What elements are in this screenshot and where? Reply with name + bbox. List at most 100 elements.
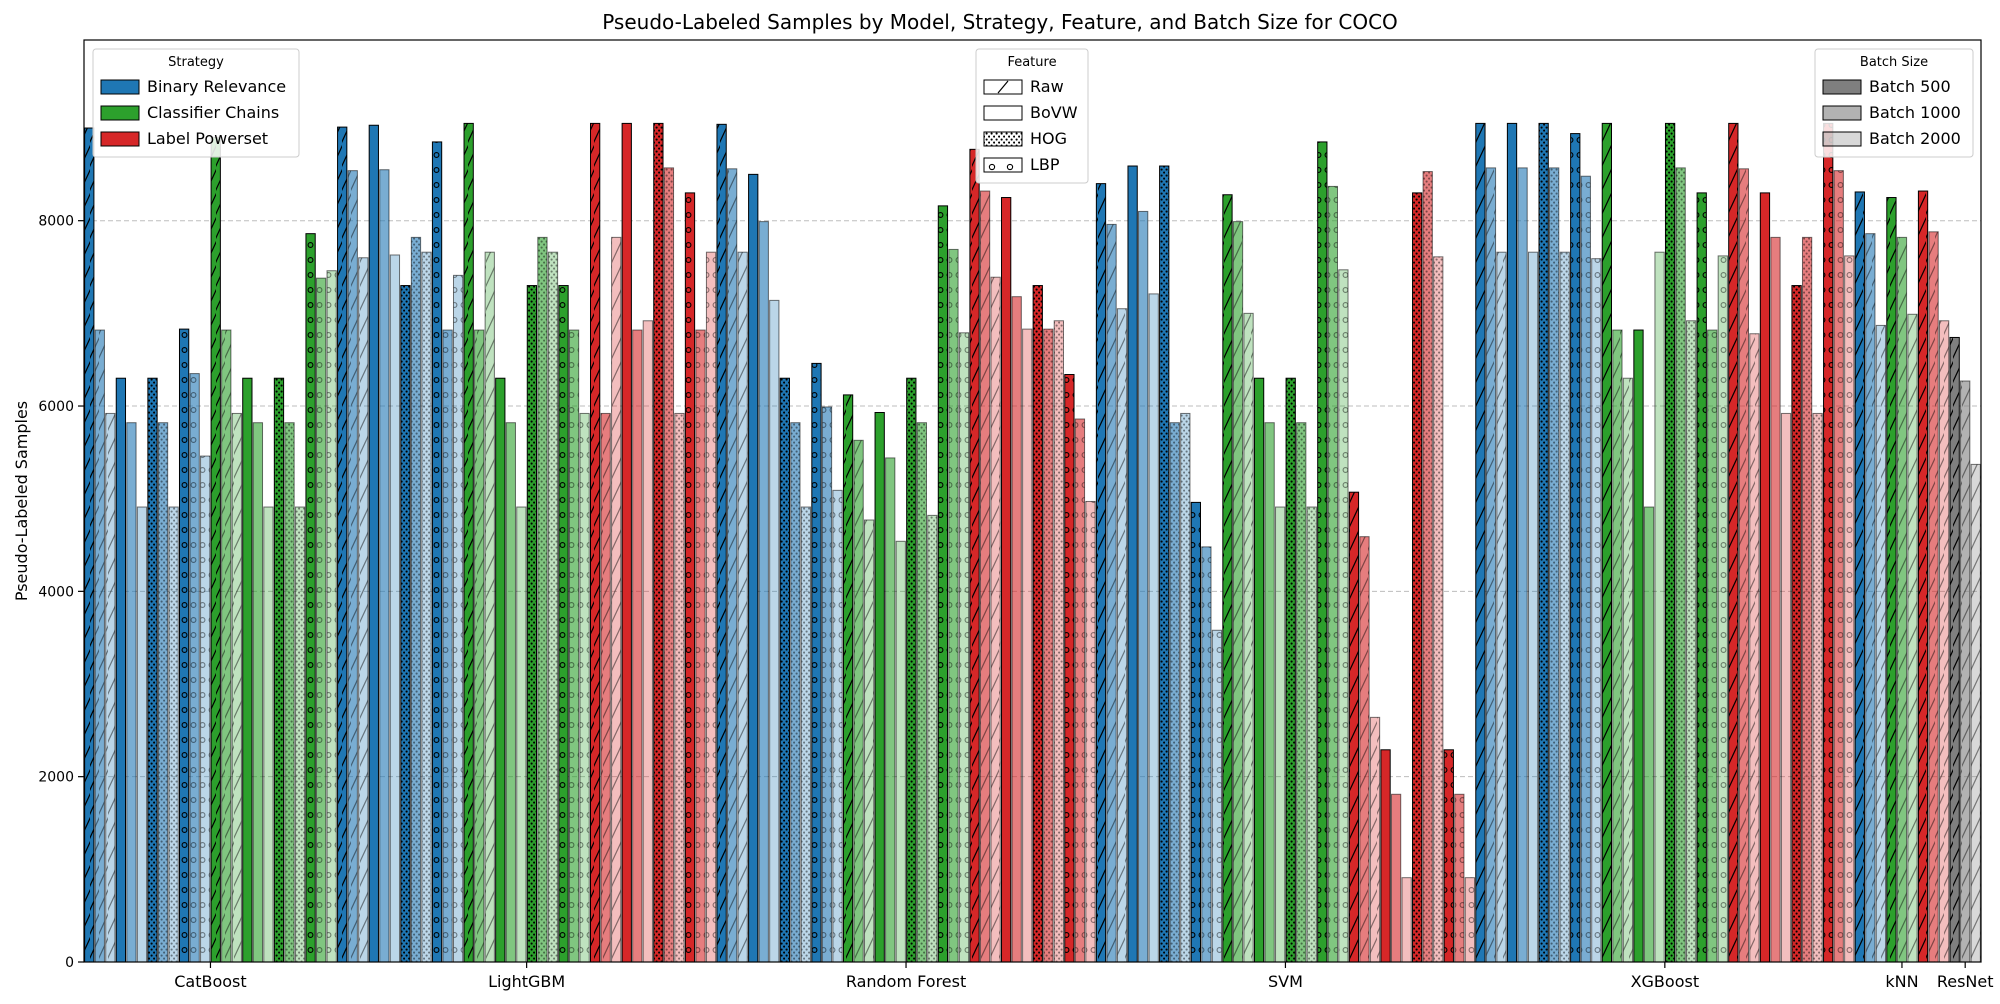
bar-svm-label-powerset-hog-batch-2000-hatch (1433, 256, 1443, 962)
bar-random-forest-label-powerset-bovw-batch-1000 (1011, 296, 1022, 963)
bar-xgboost-classifier-chains-raw-batch-2000-hatch (1623, 378, 1633, 963)
bar-lightgbm-classifier-chains-bovw-batch-1000 (505, 422, 516, 963)
bar-catboost-binary-relevance-hog-batch-500-hatch (147, 378, 158, 963)
legend-label-classifier-chains: Classifier Chains (147, 103, 279, 122)
bar-catboost-binary-relevance-lbp-batch-500-hatch (179, 329, 189, 962)
legend-label-label-powerset: Label Powerset (147, 129, 268, 148)
bar-svm-binary-relevance-bovw-batch-500 (1127, 165, 1138, 963)
bar-catboost-classifier-chains-bovw-batch-1000 (252, 422, 264, 963)
bar-svm-classifier-chains-raw-batch-1000-hatch (1233, 221, 1243, 962)
bar-xgboost-label-powerset-lbp-batch-2000-hatch (1844, 255, 1854, 963)
bar-lightgbm-classifier-chains-lbp-batch-1000-hatch (569, 330, 579, 962)
bar-lightgbm-classifier-chains-lbp-batch-2000-hatch (579, 413, 590, 962)
legend-strategy-frame (92, 48, 300, 158)
bar-knn-label-powerset-raw-batch-500-hatch (1918, 191, 1928, 962)
legends: Strategy Binary Relevance Classifier Chain… (92, 48, 1974, 184)
bar-xgboost-classifier-chains-raw-batch-500-hatch (1602, 123, 1612, 963)
legend-label-bovw: BoVW (1030, 103, 1078, 122)
legend-label-batch-1000: Batch 1000 (1869, 103, 1961, 122)
bar-svm-binary-relevance-hog-batch-1000-hatch (1170, 422, 1180, 963)
bar-svm-label-powerset-raw-batch-2000-hatch (1370, 717, 1380, 962)
bar-random-forest-binary-relevance-raw-batch-500-hatch (716, 124, 727, 963)
legend-label-raw: Raw (1030, 77, 1064, 96)
bar-lightgbm-binary-relevance-raw-batch-1000-hatch (348, 170, 358, 962)
legend-label-binary-relevance: Binary Relevance (147, 77, 286, 96)
bar-random-forest-binary-relevance-lbp-batch-2000-hatch (832, 490, 843, 962)
bar-xgboost-classifier-chains-lbp-batch-500-hatch (1697, 192, 1707, 962)
bar-xgboost-label-powerset-lbp-batch-500-hatch (1823, 123, 1833, 963)
bar-resnet-none-raw-batch-1000-hatch (1960, 381, 1970, 963)
bar-random-forest-binary-relevance-hog-batch-1000-hatch (790, 422, 801, 963)
bar-xgboost-binary-relevance-bovw-batch-1000 (1517, 167, 1528, 963)
bar-xgboost-label-powerset-hog-batch-500-hatch (1791, 285, 1802, 962)
bar-svm-classifier-chains-lbp-batch-500-hatch (1317, 141, 1327, 963)
x-tick-label-resnet: ResNet (1937, 972, 1994, 991)
bar-svm-classifier-chains-bovw-batch-1000 (1264, 422, 1275, 963)
bar-svm-classifier-chains-hog-batch-1000-hatch (1296, 422, 1306, 963)
bar-random-forest-label-powerset-hog-batch-500-hatch (1033, 285, 1043, 962)
bar-random-forest-classifier-chains-bovw-batch-500 (874, 412, 885, 963)
y-tick-label: 6000 (38, 399, 74, 415)
bar-lightgbm-label-powerset-lbp-batch-500-hatch (685, 192, 695, 962)
bar-xgboost-label-powerset-raw-batch-1000-hatch (1739, 168, 1749, 963)
legend-strategy: Strategy Binary Relevance Classifier Chain… (92, 48, 300, 158)
bar-lightgbm-label-powerset-lbp-batch-1000-hatch (695, 330, 706, 962)
bar-xgboost-classifier-chains-lbp-batch-1000-hatch (1707, 330, 1717, 962)
bar-random-forest-classifier-chains-hog-batch-500-hatch (906, 378, 916, 963)
bar-xgboost-label-powerset-bovw-batch-1000 (1770, 236, 1781, 963)
bar-catboost-binary-relevance-bovw-batch-2000 (136, 506, 148, 963)
bar-xgboost-classifier-chains-raw-batch-1000-hatch (1612, 330, 1623, 962)
bar-xgboost-binary-relevance-hog-batch-1000-hatch (1549, 167, 1559, 963)
legend-batch: Batch Size Batch 500 Batch 1000 Batch 2000 (1814, 48, 1974, 158)
bar-lightgbm-label-powerset-raw-batch-500-hatch (590, 123, 600, 963)
legend-batch-frame (1814, 48, 1974, 158)
bar-random-forest-classifier-chains-raw-batch-2000-hatch (864, 519, 874, 962)
bar-catboost-classifier-chains-hog-batch-2000-hatch (295, 507, 305, 962)
bar-knn-binary-relevance-raw-batch-2000-hatch (1876, 325, 1886, 962)
y-axis-label: Pseudo-Labeled Samples (12, 401, 31, 601)
bar-catboost-binary-relevance-raw-batch-500-hatch (84, 128, 94, 962)
bar-lightgbm-classifier-chains-hog-batch-1000-hatch (537, 237, 548, 962)
bar-svm-binary-relevance-bovw-batch-2000 (1148, 293, 1159, 963)
bar-lightgbm-label-powerset-hog-batch-1000-hatch (664, 167, 674, 963)
bar-random-forest-classifier-chains-lbp-batch-1000-hatch (948, 249, 959, 963)
x-tick-label-svm: SVM (1268, 972, 1303, 991)
axes: 0 2000 4000 6000 8000 CatBoost LightGBM Random … (38, 214, 1993, 991)
bar-random-forest-classifier-chains-lbp-batch-2000-hatch (959, 332, 969, 963)
bars (84, 122, 1981, 963)
bar-xgboost-label-powerset-hog-batch-1000-hatch (1802, 237, 1812, 962)
bar-random-forest-label-powerset-raw-batch-500-hatch (969, 149, 980, 962)
bar-xgboost-binary-relevance-raw-batch-500-hatch (1475, 123, 1486, 963)
bar-random-forest-label-powerset-hog-batch-2000-hatch (1054, 320, 1064, 962)
bar-knn-classifier-chains-raw-batch-2000-hatch (1907, 314, 1918, 962)
bar-catboost-binary-relevance-hog-batch-1000-hatch (158, 422, 168, 963)
bar-svm-classifier-chains-lbp-batch-1000-hatch (1328, 186, 1338, 963)
bar-random-forest-label-powerset-hog-batch-1000-hatch (1043, 329, 1053, 962)
bar-lightgbm-label-powerset-raw-batch-1000-hatch (601, 413, 611, 962)
bar-lightgbm-binary-relevance-bovw-batch-2000 (389, 254, 401, 963)
x-tick-label-xgboost: XGBoost (1631, 972, 1700, 991)
bar-xgboost-binary-relevance-bovw-batch-2000 (1527, 251, 1539, 963)
bar-xgboost-binary-relevance-raw-batch-2000-hatch (1496, 252, 1507, 963)
bar-svm-classifier-chains-lbp-batch-2000-hatch (1338, 269, 1349, 962)
bar-catboost-classifier-chains-hog-batch-500-hatch (274, 378, 284, 963)
legend-swatch-raw (983, 79, 1023, 95)
legend-label-batch-500: Batch 500 (1869, 77, 1951, 96)
bar-knn-classifier-chains-raw-batch-1000-hatch (1897, 237, 1907, 962)
bar-random-forest-label-powerset-raw-batch-1000-hatch (980, 191, 990, 962)
legend-strategy-title: Strategy (168, 55, 224, 70)
bar-svm-label-powerset-raw-batch-1000-hatch (1359, 536, 1370, 962)
legend-label-hog: HOG (1030, 129, 1067, 148)
bar-xgboost-classifier-chains-bovw-batch-2000 (1654, 251, 1665, 963)
legend-label-lbp: LBP (1030, 155, 1060, 174)
bar-random-forest-classifier-chains-raw-batch-1000-hatch (853, 440, 864, 962)
bar-xgboost-binary-relevance-raw-batch-1000-hatch (1486, 167, 1496, 963)
bar-random-forest-binary-relevance-hog-batch-500-hatch (780, 378, 790, 963)
legend-swatch-hog (983, 131, 1023, 147)
bar-catboost-classifier-chains-raw-batch-1000-hatch (221, 330, 231, 962)
y-tick-label: 8000 (38, 214, 74, 230)
legend-batch-title: Batch Size (1860, 55, 1928, 70)
legend-swatch-bovw (983, 105, 1023, 121)
x-tick-label-knn: kNN (1885, 972, 1918, 991)
